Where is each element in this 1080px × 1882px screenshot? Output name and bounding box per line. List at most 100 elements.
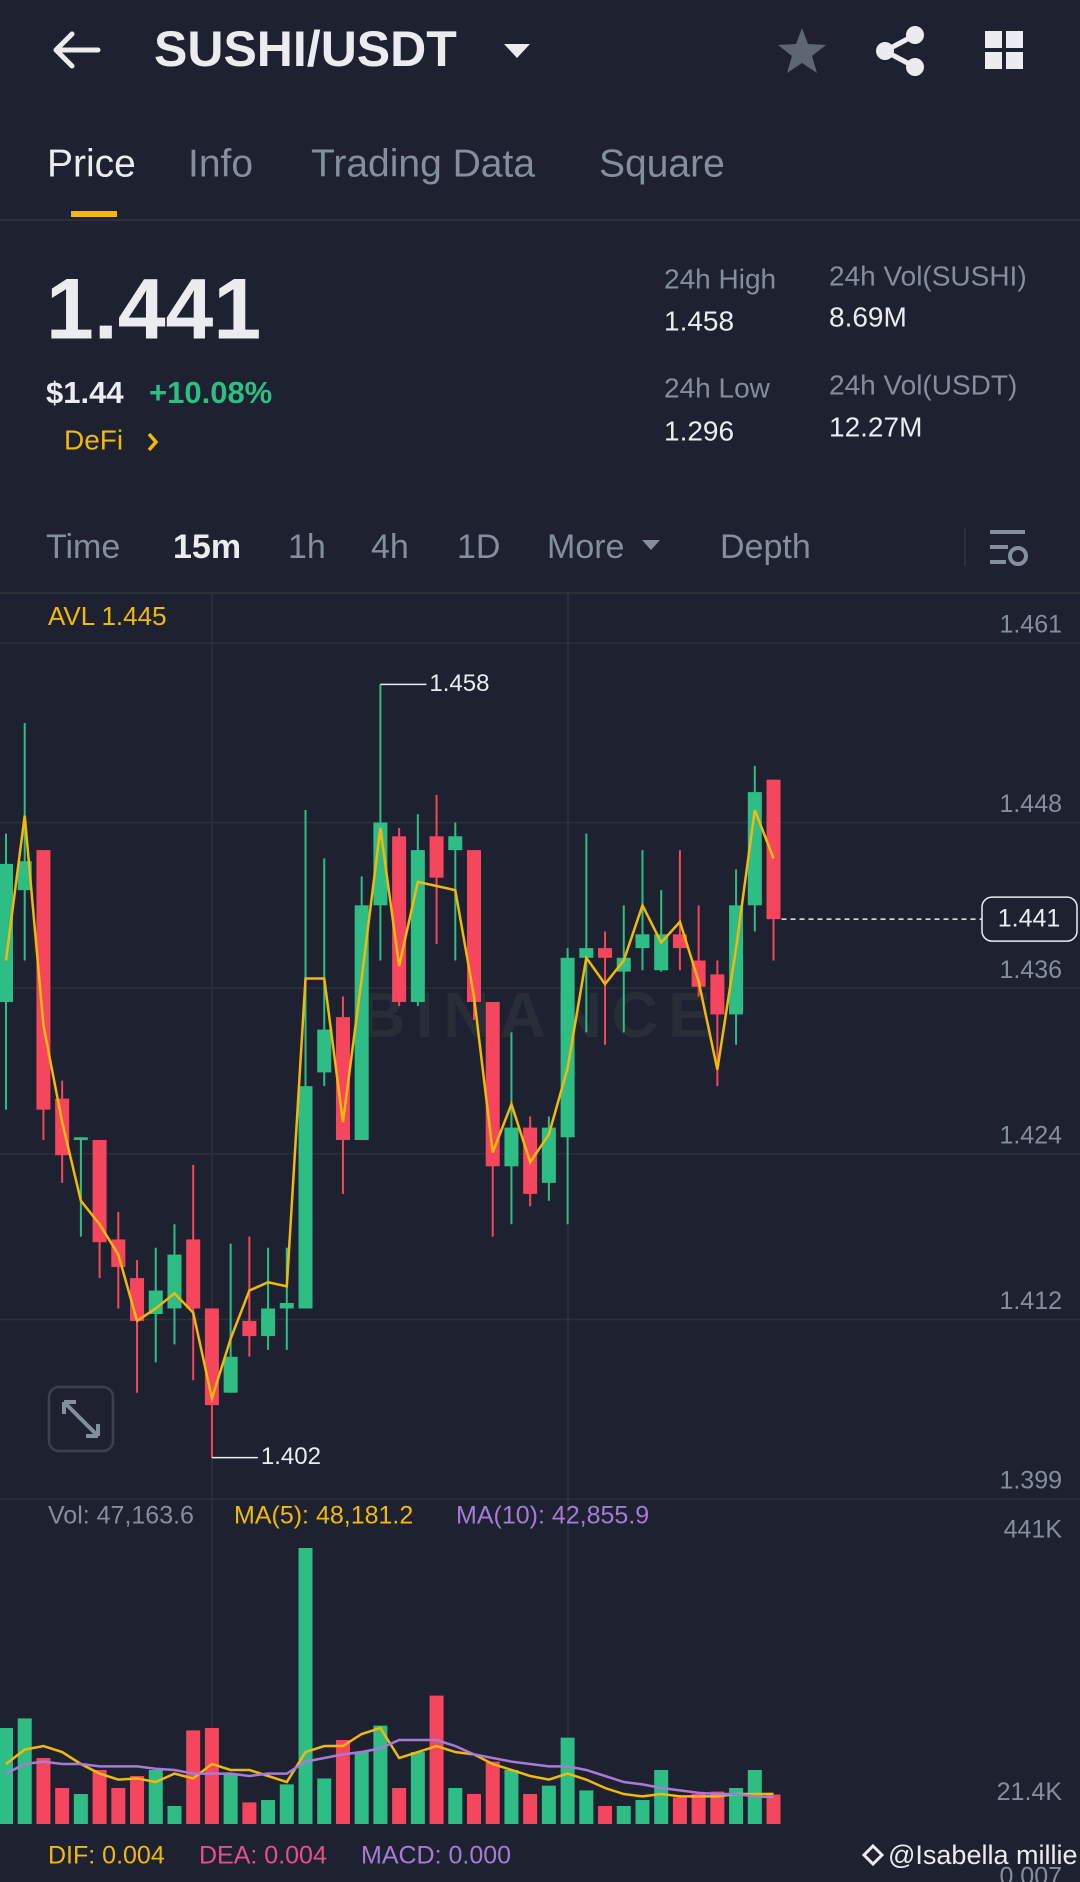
- volume-bar: [261, 1800, 276, 1824]
- candle-body: [635, 934, 650, 949]
- candle-body: [223, 1356, 238, 1393]
- candle-body: [298, 1086, 313, 1309]
- stat-label: 24h High: [664, 263, 776, 294]
- tab-price[interactable]: Price: [47, 142, 136, 185]
- stat-value: 1.296: [664, 415, 734, 446]
- last-price-tag: [981, 896, 1078, 942]
- ma-line: [4, 809, 775, 1404]
- volume-bar: [598, 1805, 613, 1824]
- volume-legend: Vol: 47,163.6: [48, 1502, 194, 1530]
- candle-body: [0, 863, 13, 1002]
- price-change: +10.08%: [149, 375, 272, 410]
- tab-info[interactable]: Info: [188, 142, 253, 185]
- interval-more[interactable]: More: [547, 528, 624, 566]
- macd-label: DEA: 0.004: [199, 1842, 327, 1870]
- depth-tab[interactable]: Depth: [720, 528, 811, 566]
- volume-bar: [729, 1788, 744, 1824]
- volume-bar: [485, 1761, 500, 1824]
- stat-value: 8.69M: [829, 301, 907, 332]
- y-tick-label: 1.436: [999, 956, 1062, 984]
- volume-bar: [111, 1788, 126, 1824]
- low-label: 1.402: [261, 1443, 321, 1470]
- volume-bar: [579, 1790, 594, 1824]
- volume-bar: [672, 1797, 687, 1824]
- tab-square[interactable]: Square: [599, 142, 725, 185]
- volume-bar: [167, 1805, 182, 1824]
- macd-axis-label: 0.007: [999, 1863, 1062, 1882]
- candle-body: [261, 1308, 276, 1337]
- interval[interactable]: 1h: [288, 528, 326, 566]
- y-tick-label: 1.424: [999, 1121, 1062, 1149]
- candle-body: [672, 934, 687, 949]
- interval-selected[interactable]: 15m: [173, 528, 241, 566]
- candle-body: [279, 1302, 294, 1309]
- volume-bar: [0, 1727, 13, 1824]
- volume-bar: [55, 1788, 70, 1824]
- tab-trading-data[interactable]: Trading Data: [311, 142, 535, 185]
- watermark: @Isabella millie: [888, 1840, 1077, 1870]
- stat-label: 24h Low: [664, 372, 771, 403]
- watermark-icon: [861, 1843, 885, 1867]
- volume-bar: [130, 1775, 145, 1824]
- candle-body: [560, 957, 575, 1138]
- candle-body: [448, 836, 463, 851]
- volume-bar: [392, 1788, 407, 1824]
- candle-body: [579, 948, 594, 958]
- volume-bar: [354, 1752, 369, 1824]
- volume-bar: [373, 1725, 388, 1824]
- volume-bar: [17, 1718, 32, 1824]
- interval[interactable]: 1D: [457, 528, 500, 566]
- chart-settings[interactable]: [990, 530, 1028, 566]
- candle-body: [242, 1320, 257, 1337]
- volume-bar: [616, 1805, 631, 1824]
- usd-price: $1.44: [46, 375, 124, 410]
- candle-body: [92, 1140, 107, 1243]
- candle-body: [373, 822, 388, 906]
- volume-bar: [223, 1773, 238, 1824]
- candle-body: [204, 1308, 219, 1406]
- volume-bar: [204, 1727, 219, 1824]
- candle-body: [766, 779, 781, 920]
- volume-bar: [448, 1788, 463, 1824]
- expand-button[interactable]: [47, 1385, 115, 1453]
- y-tick-label: 1.448: [999, 790, 1062, 818]
- volume-bar: [335, 1740, 350, 1824]
- volume-bar: [317, 1778, 332, 1824]
- tab-indicator: [71, 211, 117, 217]
- candle-body: [73, 1137, 88, 1141]
- pair-dropdown[interactable]: [504, 44, 530, 58]
- volume-bar: [635, 1800, 650, 1824]
- volume-bar: [523, 1794, 538, 1824]
- candle-body: [710, 974, 725, 1015]
- more-dropdown[interactable]: [642, 540, 660, 550]
- tag-chevron[interactable]: [147, 432, 159, 452]
- last-price: 1.441: [46, 262, 261, 358]
- candle-body: [167, 1254, 182, 1309]
- candle-body: [654, 934, 669, 971]
- candle-body: [354, 905, 369, 1141]
- interval[interactable]: Time: [46, 528, 120, 566]
- volume-legend: MA(5): 48,181.2: [234, 1502, 413, 1530]
- volume-bar: [504, 1769, 519, 1824]
- pair-title[interactable]: SUSHI/USDT: [154, 21, 457, 77]
- favorite-star[interactable]: [778, 28, 826, 73]
- share-button[interactable]: [876, 26, 924, 76]
- stat-value: 12.27M: [829, 411, 922, 442]
- volume-bar: [298, 1548, 313, 1824]
- volume-bar: [560, 1737, 575, 1824]
- candle-body: [467, 850, 481, 1002]
- volume-bar: [279, 1784, 294, 1824]
- volume-bar: [36, 1758, 51, 1824]
- category-tag[interactable]: DeFi: [64, 424, 123, 455]
- interval[interactable]: 4h: [371, 528, 409, 566]
- volume-bar: [710, 1791, 725, 1824]
- last-price-label: 1.441: [998, 905, 1061, 933]
- layout-button[interactable]: [985, 31, 1023, 69]
- y-tick-label: 1.399: [999, 1467, 1062, 1495]
- volume-bar: [73, 1794, 88, 1824]
- y-tick-label: 441K: [1004, 1516, 1063, 1544]
- volume-bar: [467, 1794, 481, 1824]
- back-button[interactable]: [53, 31, 101, 69]
